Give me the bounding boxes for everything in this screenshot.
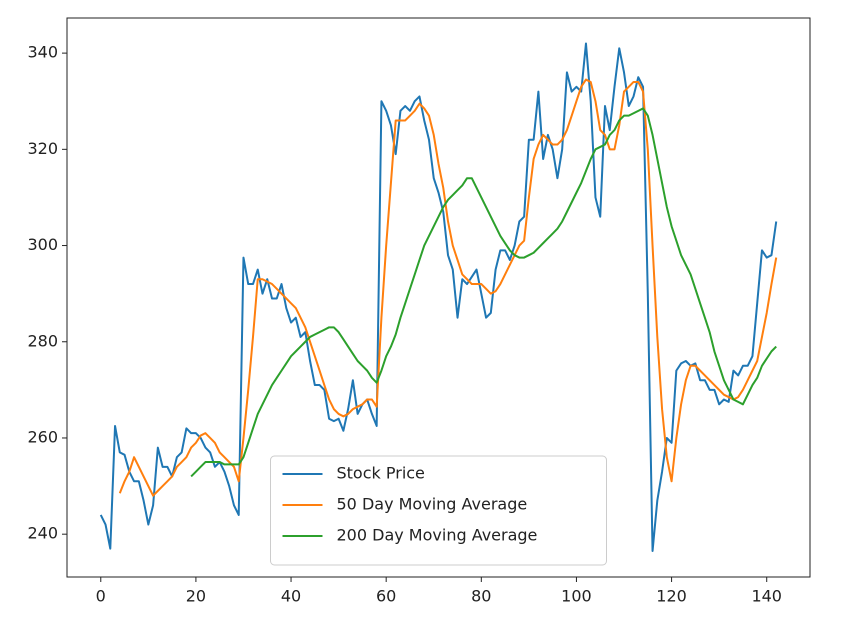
x-tick-label: 20 xyxy=(186,587,206,606)
y-tick-label: 340 xyxy=(27,43,58,62)
y-tick-label: 320 xyxy=(27,139,58,158)
x-tick-label: 120 xyxy=(656,587,687,606)
legend-box xyxy=(270,455,607,566)
axes-frame xyxy=(66,17,811,578)
legend: Stock Price 50 Day Moving Average 200 Day … xyxy=(270,455,607,566)
y-tick-label: 280 xyxy=(27,331,58,350)
line xyxy=(190,107,777,478)
legend-label: Stock Price xyxy=(337,464,425,483)
y-tick-label: 260 xyxy=(27,427,58,446)
x-tick-label: 140 xyxy=(751,587,782,606)
x-tick-label: 40 xyxy=(281,587,301,606)
x-tick-label: 0 xyxy=(96,587,106,606)
x-tick-label: 80 xyxy=(471,587,491,606)
x-tick-label: 100 xyxy=(561,587,592,606)
y-tick-label: 240 xyxy=(27,524,58,543)
y-tick-label: 300 xyxy=(27,235,58,254)
legend-label: 50 Day Moving Average xyxy=(337,495,528,514)
x-tick-label: 60 xyxy=(376,587,396,606)
line xyxy=(118,78,778,497)
legend-label: 200 Day Moving Average xyxy=(337,526,538,545)
